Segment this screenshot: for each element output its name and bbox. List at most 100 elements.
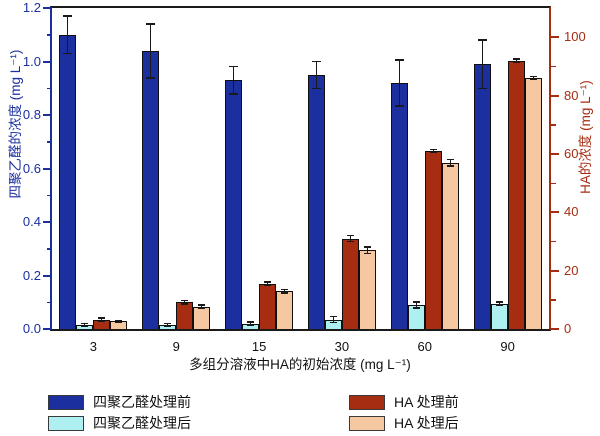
- error-bar-cap-top: [81, 322, 89, 325]
- y-tick-label-left: 0.6: [22, 160, 41, 176]
- error-bar-cap-top: [281, 288, 289, 291]
- error-bar-cap-bottom: [247, 324, 255, 326]
- error-bar-line: [233, 66, 235, 94]
- error-bar-cap-top: [329, 315, 337, 318]
- legend-left-column: 四聚乙醛处理前 四聚乙醛处理后: [48, 394, 191, 431]
- error-bar-line: [267, 282, 269, 286]
- bar-3-cat-90: [524, 78, 542, 329]
- error-bar-line: [250, 322, 252, 325]
- legend-swatch-icon: [48, 394, 84, 410]
- error-bar-line: [449, 159, 451, 166]
- error-bar-line: [167, 323, 169, 327]
- error-bar-cap-bottom: [429, 151, 437, 154]
- error-bar-line: [315, 61, 317, 89]
- error-bar-line: [366, 247, 368, 254]
- error-bar-line: [349, 235, 351, 242]
- x-axis-title: 多组分溶液中HA的初始浓度 (mg L⁻¹): [189, 357, 411, 372]
- error-bar-cap-top: [429, 148, 437, 151]
- error-bar-cap-top: [412, 301, 420, 303]
- y-minor-tick-right: [551, 182, 556, 185]
- error-bar-line: [332, 316, 334, 323]
- bar-2-cat-60: [424, 150, 442, 329]
- error-bar-cap-bottom: [198, 307, 206, 309]
- error-bar-cap-top: [146, 23, 156, 25]
- legend-right-column: HA 处理前 HA 处理后: [349, 394, 459, 431]
- legend-label: 四聚乙醛处理前: [93, 394, 191, 410]
- error-bar-cap-bottom: [229, 93, 239, 95]
- error-bar-cap-bottom: [394, 105, 404, 107]
- bar-2-cat-9: [176, 302, 194, 329]
- bar-0-cat-90: [473, 64, 491, 329]
- bar-3-cat-9: [193, 306, 211, 329]
- error-bar-line: [150, 24, 152, 78]
- error-bar-cap-top: [346, 234, 354, 237]
- bar-2-cat-90: [507, 60, 525, 329]
- x-tick-label: 3: [89, 339, 98, 354]
- y-tick-label-right: 60: [564, 145, 579, 161]
- y-tick-label-left: 0.2: [22, 267, 41, 283]
- legend-item: 四聚乙醛处理后: [48, 415, 191, 431]
- error-bar-line: [67, 16, 69, 54]
- error-bar-cap-top: [495, 301, 503, 303]
- legend-swatch-icon: [349, 415, 385, 431]
- error-bar-cap-bottom: [98, 320, 106, 323]
- legend-swatch-icon: [48, 415, 84, 431]
- error-bar-line: [101, 318, 103, 322]
- error-bar-cap-top: [311, 60, 321, 62]
- y-tick-label-left: 0.8: [22, 107, 41, 122]
- y-minor-tick-right: [551, 65, 556, 68]
- bar-0-cat-60: [390, 82, 408, 329]
- plot-area: 0.0 0.2 0.4 0.6 0.8 1.0 1.2 0 20 40 60 80 100 3 9 15 30 6…: [23, 0, 586, 354]
- x-tick-label: 15: [251, 339, 267, 354]
- error-bar-cap-top: [164, 322, 172, 325]
- error-bar-cap-bottom: [446, 165, 454, 167]
- error-bar-cap-bottom: [146, 77, 156, 79]
- bar-2-cat-15: [259, 283, 277, 329]
- legend-label: HA 处理后: [394, 415, 459, 431]
- left-axis-title: 四聚乙醛的浓度 (mg L⁻¹): [8, 49, 23, 199]
- legend-swatch-icon: [349, 394, 385, 410]
- error-bar-cap-bottom: [264, 284, 272, 287]
- y-major-tick-left: [43, 274, 51, 277]
- y-tick-label-left: 1.2: [22, 0, 41, 15]
- y-major-tick-right: [551, 211, 559, 214]
- error-bar-line: [515, 59, 517, 62]
- y-minor-tick-left: [47, 194, 52, 197]
- error-bar-cap-bottom: [63, 52, 73, 55]
- error-bar-cap-bottom: [363, 252, 371, 255]
- y-major-tick-right: [551, 36, 559, 39]
- y-minor-tick-right: [551, 240, 556, 243]
- error-bar-cap-top: [477, 39, 487, 41]
- error-bar-cap-top: [363, 246, 371, 248]
- error-bar-cap-top: [181, 299, 189, 302]
- error-bar-cap-bottom: [115, 321, 123, 324]
- x-tick-label: 60: [417, 339, 432, 354]
- y-major-tick-left: [43, 114, 51, 116]
- bar-0-cat-30: [307, 74, 325, 329]
- error-bar-line: [498, 302, 500, 305]
- y-minor-tick-left: [47, 248, 52, 250]
- bar-0-cat-3: [59, 34, 77, 329]
- error-bar-line: [284, 289, 286, 293]
- bar-1-cat-90: [490, 303, 508, 329]
- error-bar-line: [481, 40, 483, 89]
- legend-label: HA 处理前: [394, 394, 459, 410]
- y-minor-tick-right: [551, 124, 556, 126]
- x-tick-label: 30: [334, 339, 350, 354]
- y-tick-label-right: 40: [564, 204, 579, 220]
- y-tick-label-left: 0.0: [22, 321, 41, 336]
- error-bar-line: [84, 323, 86, 327]
- bar-3-cat-60: [441, 162, 459, 329]
- error-bar-cap-top: [529, 75, 537, 78]
- bar-2-cat-30: [341, 238, 359, 329]
- error-bar-cap-top: [264, 281, 272, 283]
- bar-0-cat-9: [142, 50, 160, 329]
- error-bar-line: [415, 302, 417, 308]
- error-bar-cap-bottom: [329, 321, 337, 324]
- error-bar-cap-top: [512, 58, 520, 60]
- error-bar-line: [532, 76, 534, 80]
- error-bar-line: [201, 305, 203, 308]
- error-bar-cap-top: [229, 65, 239, 68]
- right-axis-title: HA的浓度 (mg L⁻¹): [578, 80, 593, 194]
